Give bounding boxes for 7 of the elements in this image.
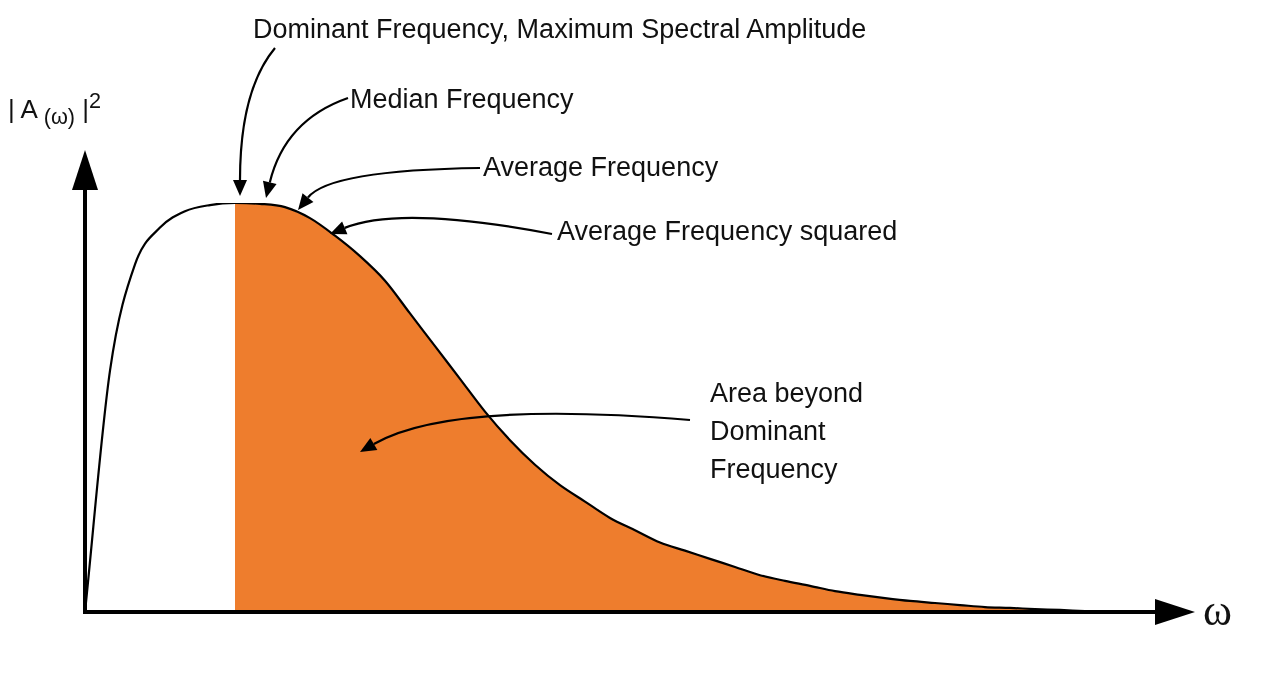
x-axis-title: ω bbox=[1203, 585, 1232, 636]
text: Average Frequency bbox=[483, 151, 720, 184]
text: Median Frequency bbox=[350, 83, 575, 116]
annotation: Average Frequency squared bbox=[557, 215, 899, 248]
annotation: Area beyond Dominant Frequency bbox=[710, 377, 865, 486]
text: Dominant Frequency, Maximum Spectral Amplitude bbox=[253, 13, 868, 46]
y-axis-title: | A $_{(ω)}$ |$^{2}$ bbox=[8, 88, 102, 130]
